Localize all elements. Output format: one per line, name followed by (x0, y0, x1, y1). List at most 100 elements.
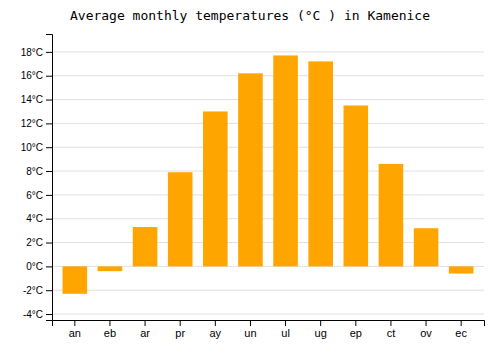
x-tick: pr (175, 320, 185, 339)
y-tick-label: 2°C (26, 237, 43, 248)
bar (273, 55, 298, 266)
y-tick: 16°C (21, 70, 52, 81)
x-tick-mark (215, 320, 216, 326)
bar (238, 73, 263, 266)
y-tick: 2°C (26, 237, 52, 248)
grid-line (52, 147, 484, 148)
x-tick-label: ul (281, 327, 290, 339)
x-tick: ar (140, 320, 150, 339)
x-tick-label: eb (104, 327, 116, 339)
x-tick: ct (387, 320, 396, 339)
y-tick: 4°C (26, 213, 52, 224)
y-axis-line (46, 35, 53, 321)
x-tick-label: ug (315, 327, 327, 339)
y-tick-label: 8°C (26, 166, 43, 177)
y-tick-mark (46, 76, 52, 77)
y-tick-label: -4°C (23, 309, 43, 320)
x-tick-label: ov (420, 327, 432, 339)
x-tick: un (244, 320, 256, 339)
x-tick-label: ep (350, 327, 362, 339)
x-tick-label: ct (387, 327, 396, 339)
title: Average monthly temperatures (°C ) in Ka… (70, 8, 430, 23)
bar (98, 266, 123, 271)
y-tick-mark (46, 100, 52, 101)
y-tick-label: 14°C (21, 94, 43, 105)
bar (308, 61, 333, 266)
x-tick: an (69, 320, 81, 339)
grid (52, 52, 484, 314)
x-tick-mark (355, 320, 356, 326)
bar (414, 228, 439, 266)
y-tick-label: 12°C (21, 118, 43, 129)
y-tick: 18°C (21, 47, 52, 58)
y-tick: 6°C (26, 190, 52, 201)
x-tick-mark (250, 320, 251, 326)
x-tick-mark (285, 320, 286, 326)
y-tick-mark (46, 219, 52, 220)
y-tick: -2°C (23, 285, 52, 296)
grid-line (52, 75, 484, 76)
y-tick-label: 18°C (21, 47, 43, 58)
y-tick-mark (46, 171, 52, 172)
y-tick-mark (46, 314, 52, 315)
y-tick: 14°C (21, 94, 52, 105)
y-tick-mark (46, 243, 52, 244)
x-tick-label: ec (455, 327, 467, 339)
grid-line (52, 290, 484, 291)
x-tick: ep (350, 320, 362, 339)
x-tick-label: ar (140, 327, 150, 339)
grid-line (52, 171, 484, 172)
y-tick-label: 16°C (21, 70, 43, 81)
y-tick-mark (46, 290, 52, 291)
y-tick: 0°C (26, 261, 52, 272)
x-tick-label: pr (175, 327, 185, 339)
bar (449, 266, 474, 273)
x-tick: ec (455, 320, 467, 339)
grid-line (52, 218, 484, 219)
x-axis: an eb ar pr ay un ul ug ep ct ov ec (53, 320, 485, 339)
y-tick-mark (46, 147, 52, 148)
y-tick: -4°C (23, 309, 52, 320)
bar (344, 106, 369, 267)
y-axis: -4°C -2°C 0°C 2°C 4°C 6°C 8°C 10°C 12°C 14°C 16°C 1… (21, 35, 53, 321)
y-tick-label: -2°C (23, 285, 43, 296)
y-tick: 10°C (21, 142, 52, 153)
x-tick-mark (145, 320, 146, 326)
bar (203, 111, 228, 266)
y-tick-mark (46, 123, 52, 124)
x-tick: eb (104, 320, 116, 339)
grid-line (52, 194, 484, 195)
y-tick: 12°C (21, 118, 52, 129)
x-tick-mark (461, 320, 462, 326)
y-tick-mark (46, 266, 52, 267)
bar (63, 266, 88, 293)
x-tick: ug (315, 320, 327, 339)
x-tick-label: an (69, 327, 81, 339)
chart: Average monthly temperatures (°C ) in Ka… (0, 0, 500, 350)
x-axis-line (53, 321, 485, 327)
bars (63, 55, 474, 293)
x-tick-mark (180, 320, 181, 326)
y-tick-label: 10°C (21, 142, 43, 153)
x-tick-mark (74, 320, 75, 326)
grid-line (52, 123, 484, 124)
bar (168, 172, 193, 266)
x-tick-label: un (244, 327, 256, 339)
x-tick-mark (390, 320, 391, 326)
x-tick: ul (281, 320, 290, 339)
y-tick-label: 0°C (26, 261, 43, 272)
y-tick-label: 4°C (26, 213, 43, 224)
bar (133, 227, 158, 266)
plot: an eb ar pr ay un ul ug ep ct ov ec -4°C -2°C 0°C 2°C 4°… (21, 35, 485, 339)
grid-line (52, 99, 484, 100)
y-tick-mark (46, 52, 52, 53)
x-tick-label: ay (210, 327, 222, 339)
x-tick-mark (320, 320, 321, 326)
y-tick-mark (46, 195, 52, 196)
grid-line (52, 314, 484, 315)
bar (379, 164, 404, 266)
x-tick-mark (426, 320, 427, 326)
y-tick-label: 6°C (26, 190, 43, 201)
grid-line (52, 51, 484, 52)
x-tick: ay (210, 320, 222, 339)
